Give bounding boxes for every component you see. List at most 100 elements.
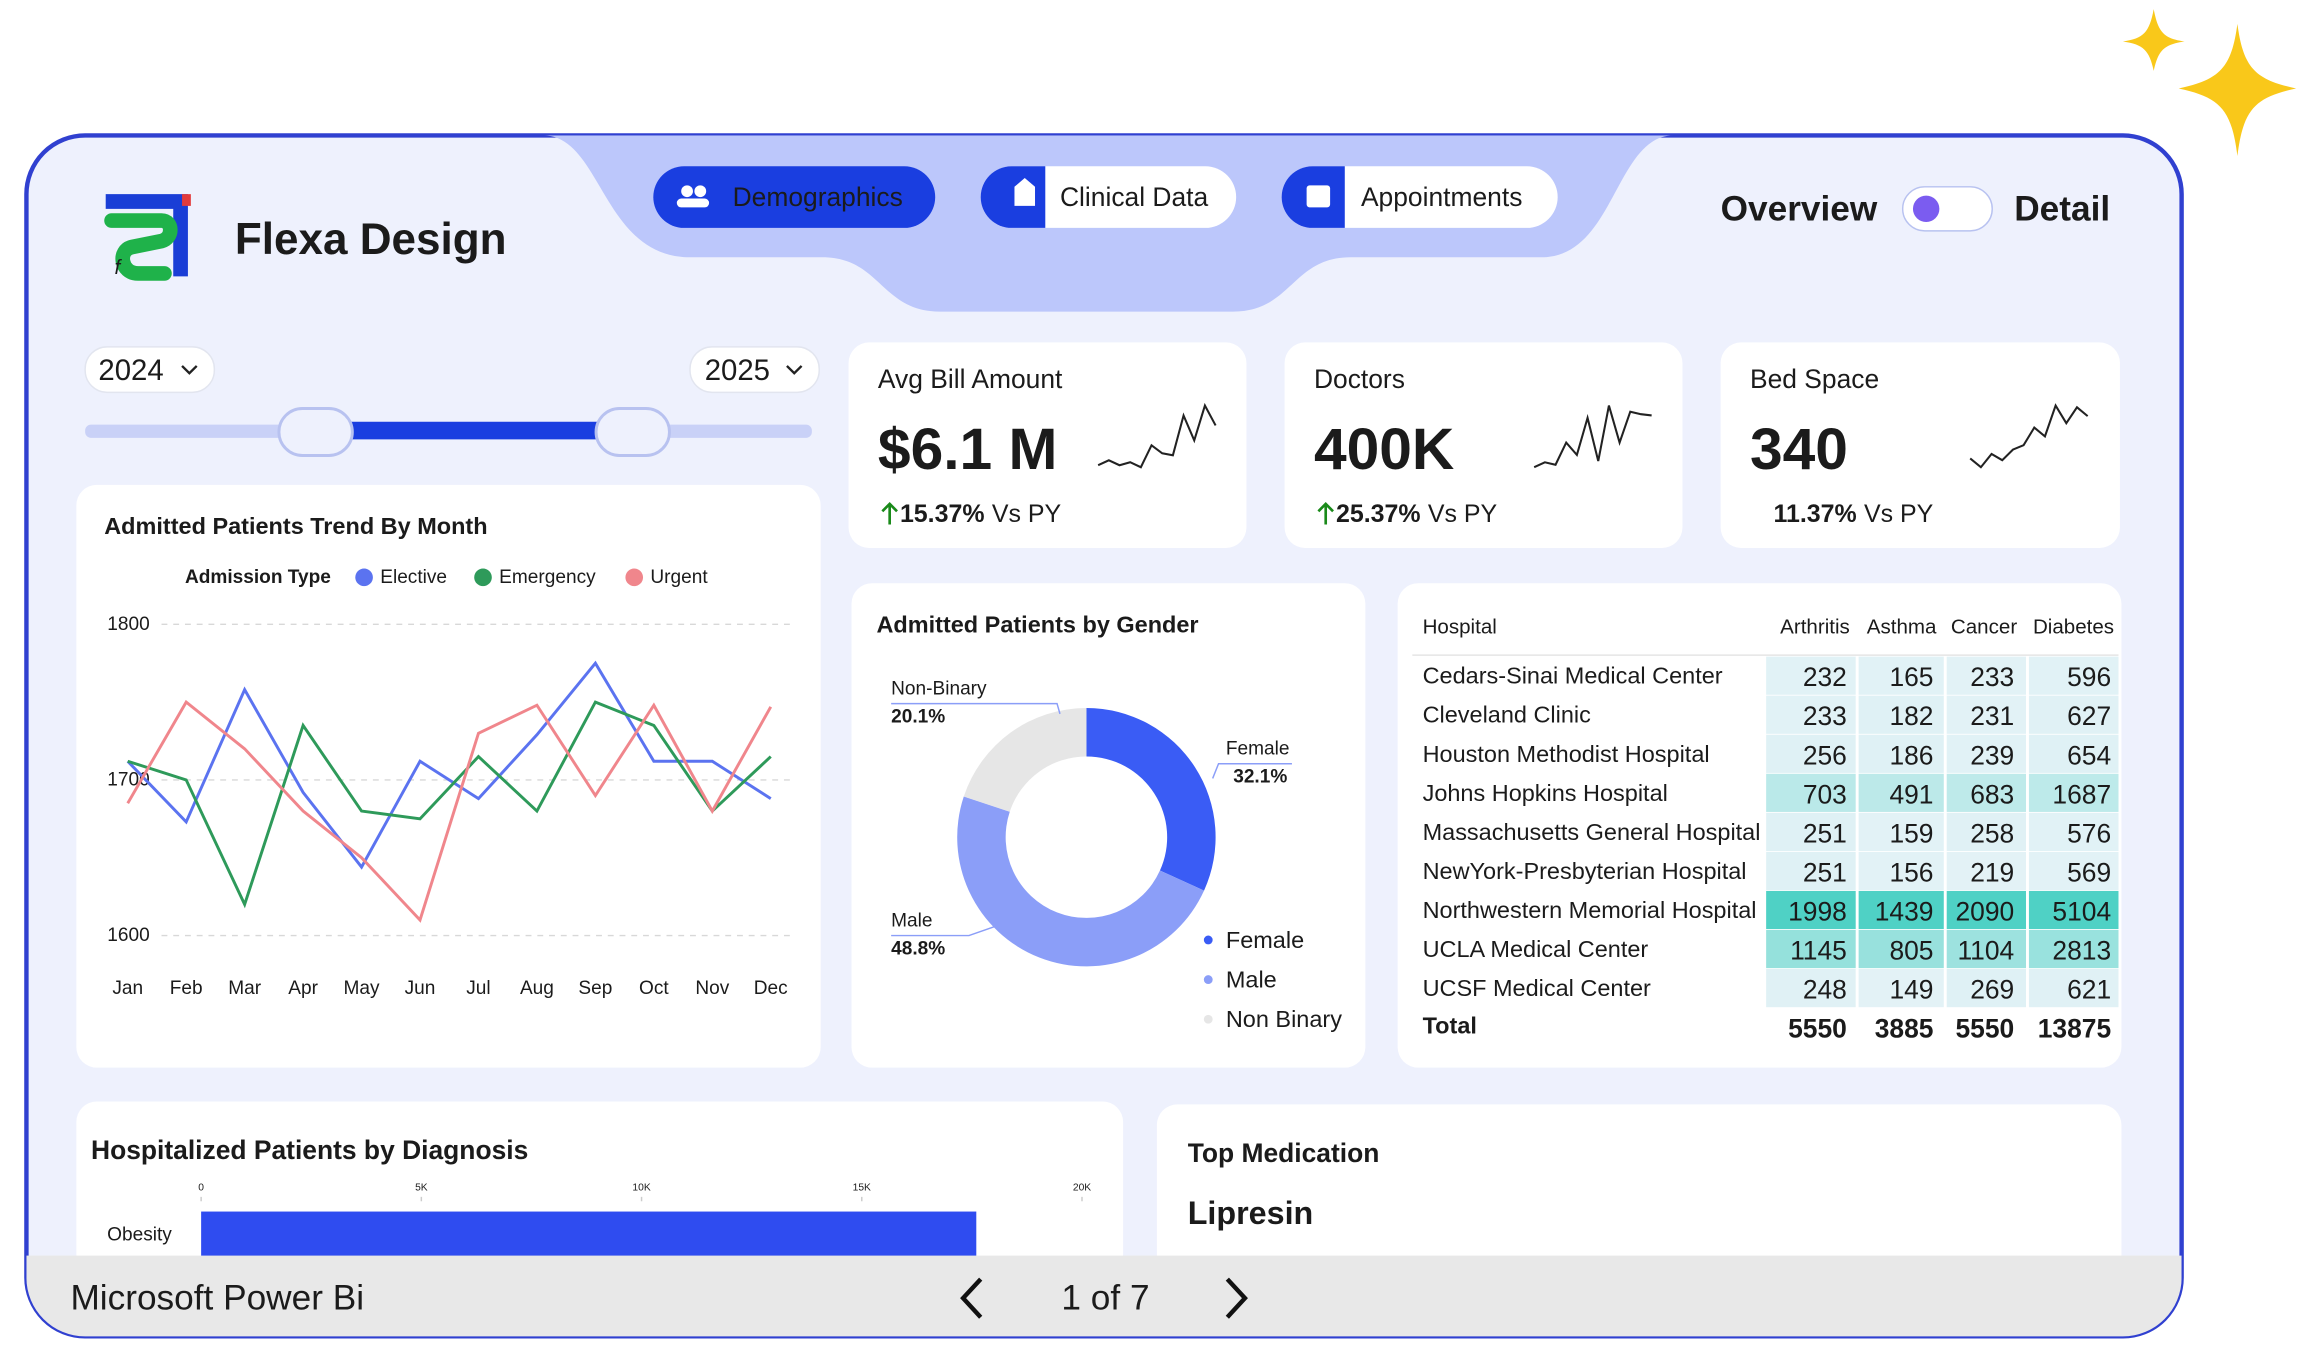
- heat-cell: [1946, 695, 2026, 734]
- brand: Flexa Design: [235, 215, 507, 264]
- next-page[interactable]: [1225, 1277, 1248, 1319]
- y-tick-label: 1600: [107, 925, 149, 946]
- x-tick-label: Jun: [405, 978, 436, 999]
- heat-cell: [1766, 812, 1856, 851]
- tab-icon: [1306, 185, 1331, 208]
- heat-cell: [1946, 734, 2026, 773]
- donut-slice: [1086, 707, 1216, 891]
- kpi-comparison: Vs PY: [992, 500, 1062, 528]
- tab-label[interactable]: Clinical Data: [1060, 182, 1209, 212]
- year-dropdown[interactable]: [689, 346, 820, 394]
- cell-value: 251: [1803, 818, 1847, 848]
- column-header: Hospital: [1423, 616, 1497, 639]
- cell-value: 627: [2067, 701, 2111, 731]
- cell-value: 182: [1889, 701, 1933, 731]
- heat-cell: [1766, 773, 1856, 812]
- x-tick-label: 20K: [1073, 1183, 1091, 1194]
- column-header: Diabetes: [2033, 616, 2114, 639]
- heat-cell: [2028, 812, 2119, 851]
- heat-cell: [1858, 695, 1944, 734]
- x-tick-label: May: [344, 978, 381, 999]
- svg-text:f: f: [115, 256, 123, 279]
- kpi-title: Doctors: [1314, 364, 1405, 394]
- cell-value: 256: [1803, 740, 1847, 770]
- hospital-name: UCSF Medical Center: [1423, 975, 1651, 1001]
- cell-value: 1439: [1875, 896, 1934, 926]
- chevron: [181, 365, 198, 375]
- cell-value: 703: [1803, 779, 1847, 809]
- cell-value: 654: [2067, 740, 2111, 770]
- column-header: Cancer: [1951, 616, 2017, 639]
- logo: f: [104, 194, 191, 281]
- prev-page[interactable]: [960, 1277, 983, 1319]
- year-dropdown[interactable]: [84, 346, 216, 394]
- heat-cell: [1766, 695, 1856, 734]
- tab-icon: [1014, 178, 1036, 206]
- total-value: 5550: [1788, 1014, 1847, 1044]
- toggle-label[interactable]: Overview: [1721, 189, 1878, 228]
- slice-label: Male: [891, 910, 932, 931]
- cell-value: 1998: [1788, 896, 1847, 926]
- kpi-change: 15.37%: [900, 500, 985, 528]
- leader-line: [891, 702, 1061, 715]
- donut-slice: [957, 796, 1205, 967]
- year-label[interactable]: 2025: [705, 354, 770, 387]
- legend-label: Male: [1226, 967, 1277, 993]
- legend-label: Female: [1226, 927, 1304, 953]
- cell-value: 576: [2067, 818, 2111, 848]
- slider-handle[interactable]: [594, 407, 671, 457]
- cell-value: 248: [1803, 975, 1847, 1005]
- tab-label[interactable]: Appointments: [1361, 182, 1522, 212]
- donut-slice: [963, 707, 1087, 812]
- heat-cell: [1858, 890, 1944, 930]
- heat-cell: [2028, 773, 2119, 812]
- year-label[interactable]: 2024: [98, 354, 163, 387]
- y-tick-label: 1800: [107, 614, 149, 635]
- total-value: 5550: [1956, 1014, 2015, 1044]
- cell-value: 269: [1970, 975, 2014, 1005]
- x-tick-label: Dec: [754, 978, 788, 999]
- hospital-name: Cleveland Clinic: [1423, 702, 1592, 728]
- footer-app: Microsoft Power Bi: [70, 1279, 364, 1318]
- kpi-card: [1720, 342, 2120, 548]
- bar: [201, 1211, 977, 1259]
- x-tick-label: Mar: [228, 978, 262, 999]
- kpi-comparison: Vs PY: [1428, 500, 1498, 528]
- heat-cell: [1766, 890, 1856, 930]
- slider-range: [315, 421, 632, 440]
- slice-label: Non-Binary: [891, 678, 987, 699]
- cell-value: 233: [1970, 662, 2014, 692]
- sparkline: [1097, 402, 1217, 469]
- kpi-change: 25.37%: [1336, 500, 1421, 528]
- kpi-change: 11.37%: [1773, 500, 1856, 528]
- heat-cell: [2028, 929, 2119, 969]
- sparkle: [2122, 9, 2185, 71]
- toggle-knob: [1912, 195, 1940, 223]
- tab-label[interactable]: Demographics: [733, 182, 903, 212]
- slider-handle[interactable]: [277, 407, 354, 457]
- cell-value: 683: [1970, 779, 2014, 809]
- up-arrow: [1317, 502, 1334, 525]
- chart-title: Admitted Patients Trend By Month: [104, 513, 487, 539]
- toggle-label[interactable]: Detail: [2014, 189, 2110, 228]
- x-tick-label: Aug: [520, 978, 554, 999]
- page-indicator: 1 of 7: [1061, 1279, 1149, 1318]
- tab-button[interactable]: [1281, 166, 1558, 228]
- x-tick-label: Apr: [288, 978, 318, 999]
- slice-value: 20.1%: [891, 706, 945, 727]
- kpi-comparison: Vs PY: [1864, 500, 1934, 528]
- x-tick-label: Sep: [578, 978, 612, 999]
- x-tick-label: 15K: [853, 1183, 871, 1194]
- tab-button[interactable]: [653, 166, 936, 228]
- heat-cell: [1858, 773, 1944, 812]
- legend-marker: [1203, 1014, 1213, 1024]
- chart-title: Admitted Patients by Gender: [876, 611, 1198, 637]
- cell-value: 233: [1803, 701, 1847, 731]
- up-arrow: [881, 502, 898, 525]
- x-tick-label: Oct: [639, 978, 669, 999]
- heat-cell: [1766, 734, 1856, 773]
- cell-value: 569: [2067, 857, 2111, 887]
- cell-value: 1145: [1790, 936, 1847, 966]
